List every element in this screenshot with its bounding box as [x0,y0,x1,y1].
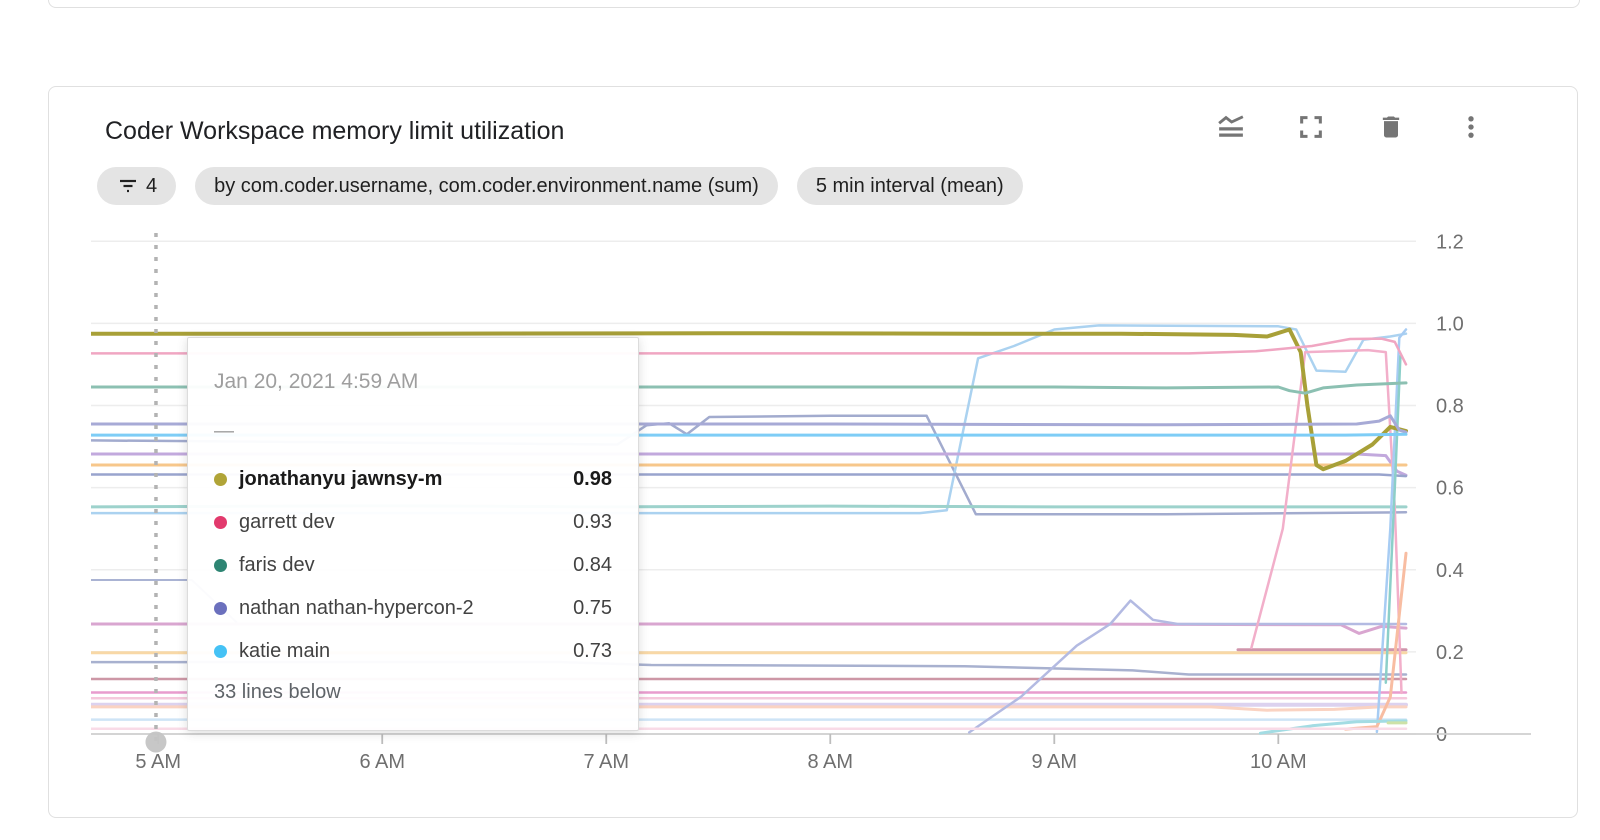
x-axis-label: 8 AM [807,751,853,773]
series-color-dot [214,559,227,572]
chart-type-icon [1216,112,1246,142]
series-name: nathan nathan-hypercon-2 [239,597,474,619]
series-value: 0.84 [573,554,612,576]
series-value: 0.93 [573,511,612,533]
y-axis-label: 1.0 [1436,313,1464,335]
delete-icon [1377,113,1405,141]
x-axis-label: 5 AM [135,751,181,773]
tooltip-row: faris dev 0.84 [214,544,612,587]
tooltip-rows: jonathanyu jawnsy-m 0.98 garrett dev 0.93 fa… [214,458,612,673]
background-series-line [89,622,1408,635]
x-axis-label: 6 AM [359,751,405,773]
background-series-line [89,705,1408,712]
background-series-line [1258,719,1408,735]
x-axis-label: 10 AM [1250,751,1307,773]
filter-count-chip[interactable]: 4 [97,167,177,205]
series-line-jonathanyu [89,327,1408,472]
series-line-nathan [89,414,1408,434]
series-color-dot [214,473,227,486]
tooltip-row: jonathanyu jawnsy-m 0.98 [214,458,612,501]
series-color-dot [214,602,227,615]
series-line-faris [89,381,1408,395]
y-axis-label: 0.6 [1436,478,1464,500]
kebab-menu-icon [1457,113,1485,141]
background-series-line [1384,354,1402,684]
background-series-line [89,452,1408,477]
filter-count-label: 4 [146,174,158,197]
adjacent-card-edge [48,0,1580,8]
series-name: jonathanyu jawnsy-m [239,468,443,490]
series-value: 0.98 [573,468,612,490]
tooltip-footer: 33 lines below [214,681,341,703]
tooltip-row: nathan nathan-hypercon-2 0.75 [214,587,612,630]
series-value: 0.75 [573,597,612,619]
x-axis-label: 9 AM [1031,751,1077,773]
x-axis-label: 7 AM [583,751,629,773]
delete-button[interactable] [1373,109,1409,145]
hover-cursor-handle[interactable] [145,731,167,753]
tooltip-row: katie main 0.73 [214,630,612,673]
hover-tooltip: Jan 20, 2021 4:59 AM — jonathanyu jawnsy… [187,337,639,731]
fullscreen-icon [1297,113,1325,141]
background-series-line [967,599,1408,734]
card-toolbar [1213,109,1489,145]
background-series-line [1250,348,1403,695]
y-axis-label: 0 [1436,724,1447,746]
filter-icon [116,174,140,198]
series-name: katie main [239,640,331,662]
series-color-dot [214,645,227,658]
chart-type-button[interactable] [1213,109,1249,145]
tooltip-timestamp: Jan 20, 2021 4:59 AM [214,370,419,393]
page-title: Coder Workspace memory limit utilization [105,116,565,145]
series-value: 0.73 [573,640,612,662]
card-header: Coder Workspace memory limit utilization [105,109,1517,153]
more-options-button[interactable] [1453,109,1489,145]
background-series-line [89,324,1408,515]
y-axis-label: 1.2 [1436,231,1464,253]
series-color-dot [214,516,227,529]
y-axis-label: 0.8 [1436,396,1464,418]
group-by-chip[interactable]: by com.coder.username, com.coder.environ… [195,167,778,205]
tooltip-dash: — [214,420,234,442]
series-line-garrett [89,337,1408,366]
y-axis-label: 0.4 [1436,560,1464,582]
filter-chips-row: 4 by com.coder.username, com.coder.envir… [97,167,1023,205]
chart-card: Coder Workspace memory limit utilization [48,86,1578,818]
series-name: faris dev [239,554,315,576]
fullscreen-button[interactable] [1293,109,1329,145]
interval-chip[interactable]: 5 min interval (mean) [796,167,1023,205]
series-name: garrett dev [239,511,335,533]
tooltip-row: garrett dev 0.93 [214,501,612,544]
y-axis-label: 0.2 [1436,642,1464,664]
